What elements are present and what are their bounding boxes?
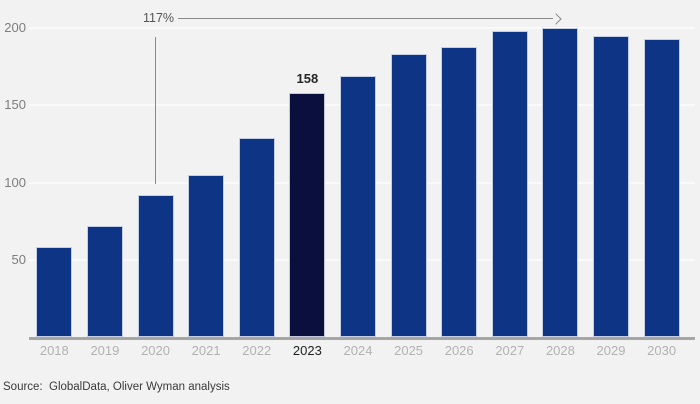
growth-annotation-vline: [154, 37, 157, 184]
bar-column-2026: 2026: [434, 28, 485, 358]
source-line: Source: GlobalData, Oliver Wyman analysis: [3, 380, 230, 395]
bar-2027: [491, 31, 528, 337]
bar-2020: [137, 194, 174, 337]
growth-annotation-arrowhead-icon: [550, 13, 562, 25]
x-tick-label-2026: 2026: [444, 343, 474, 358]
x-tick-label-2025: 2025: [394, 343, 424, 358]
bar-column-2019: 2019: [80, 28, 131, 358]
x-tick-label-2028: 2028: [545, 343, 575, 358]
bar-column-2023: 158 2023: [282, 28, 333, 358]
x-tick-label-2022: 2022: [242, 343, 272, 358]
bar-column-2025: 2025: [383, 28, 434, 358]
bar-2022: [238, 137, 275, 337]
bar-2030: [643, 38, 680, 337]
x-tick-label-2021: 2021: [191, 343, 221, 358]
bar-2023: [289, 92, 326, 337]
bar-column-2029: 2029: [586, 28, 637, 358]
x-tick-label-2027: 2027: [495, 343, 525, 358]
plot-area: 2018 2019 2020 2021 2022 158 2023 2024 2025 2026 2…: [29, 27, 695, 358]
bar-column-2018: 2018: [29, 28, 80, 358]
growth-annotation-arrow-shaft: [177, 18, 553, 19]
y-tick-label-100: 100: [4, 174, 26, 190]
bar-column-2028: 2028: [535, 28, 586, 358]
x-tick-label-2018: 2018: [39, 343, 69, 358]
bar-column-2027: 2027: [484, 28, 535, 358]
bar-column-2021: 2021: [181, 28, 232, 358]
bar-2021: [188, 174, 225, 337]
bar-2019: [86, 225, 123, 337]
bar-2024: [339, 75, 376, 337]
growth-annotation-label: 117%: [142, 11, 175, 25]
bar-2025: [390, 54, 427, 337]
x-tick-label-2024: 2024: [343, 343, 373, 358]
x-tick-label-2019: 2019: [90, 343, 120, 358]
x-tick-label-2020: 2020: [141, 343, 170, 358]
y-tick-label-50: 50: [11, 251, 26, 267]
bar-2026: [441, 46, 478, 337]
bar-column-2024: 2024: [333, 28, 384, 358]
x-tick-label-2029: 2029: [596, 343, 626, 358]
y-axis: 50 100 150 200: [0, 0, 27, 404]
source-label: Source:: [3, 381, 43, 393]
bar-column-2020: 2020: [130, 28, 181, 358]
y-tick-label-150: 150: [4, 97, 26, 113]
bar-column-2030: 2030: [636, 28, 687, 358]
bar-2018: [36, 247, 73, 337]
bar-value-label: 158: [296, 70, 319, 86]
x-tick-label-2030: 2030: [647, 343, 677, 358]
y-tick-label-200: 200: [4, 20, 26, 35]
bars-layer: 2018 2019 2020 2021 2022 158 2023 2024 2025 2026 2…: [29, 28, 695, 358]
bar-2028: [542, 28, 579, 337]
x-tick-label-2023: 2023: [292, 343, 322, 358]
bar-column-2022: 2022: [231, 28, 282, 358]
source-text: GlobalData, Oliver Wyman analysis: [49, 381, 230, 393]
gridline-200: [29, 27, 695, 29]
bar-2029: [593, 35, 629, 337]
